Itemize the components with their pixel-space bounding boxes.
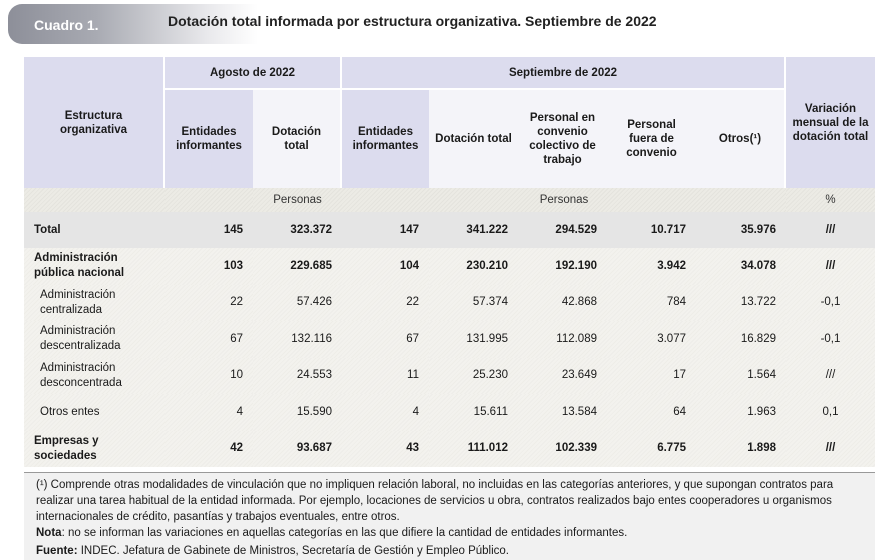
table-cell: 42.868 bbox=[518, 284, 607, 321]
table-cell: 112.089 bbox=[518, 321, 607, 358]
table-row: Administración centralizada 22 57.426 22 57.… bbox=[24, 284, 875, 321]
row-label: Empresas y sociedades bbox=[24, 430, 165, 467]
table-cell: 15.611 bbox=[429, 394, 518, 431]
unit-agosto: Personas bbox=[253, 188, 342, 212]
table-cell: /// bbox=[786, 357, 875, 394]
header-sep-entidades: Entidades informantes bbox=[342, 90, 429, 188]
table-cell: 22 bbox=[342, 284, 429, 321]
table-cell: 102.339 bbox=[518, 430, 607, 467]
header-septiembre: Septiembre de 2022 bbox=[342, 57, 786, 90]
table-cell: 4 bbox=[165, 394, 253, 431]
table-row: Empresas y sociedades 42 93.687 43 111.012 10… bbox=[24, 430, 875, 467]
table-row: Administración desconcentrada 10 24.553 11 2… bbox=[24, 357, 875, 394]
table-cell: 1.963 bbox=[696, 394, 786, 431]
table-cell: 17 bbox=[607, 357, 696, 394]
table-cell: 0,1 bbox=[786, 394, 875, 431]
table-cell: 784 bbox=[607, 284, 696, 321]
table-cell: 1.898 bbox=[696, 430, 786, 467]
footnote: (¹) Comprende otras modalidades de vincu… bbox=[36, 479, 834, 523]
data-table: Estructura organizativa Agosto de 2022 S… bbox=[24, 57, 875, 467]
table-cell: 67 bbox=[342, 321, 429, 358]
table-row: Administración descentralizada 67 132.116 6… bbox=[24, 321, 875, 358]
row-label: Otros entes bbox=[24, 394, 165, 431]
table-cell: 22 bbox=[165, 284, 253, 321]
header-sep-convenio: Personal en convenio colectivo de trabaj… bbox=[518, 90, 607, 188]
table-cell: 1.564 bbox=[696, 357, 786, 394]
header-variacion: Variación mensual de la dotación total bbox=[786, 57, 875, 188]
table-cell: 132.116 bbox=[253, 321, 342, 358]
table-row: Administración pública nacional 103 229.68… bbox=[24, 248, 875, 285]
table-cell: 323.372 bbox=[253, 212, 342, 248]
table-cell: 6.775 bbox=[607, 430, 696, 467]
header-sep-otros: Otros(¹) bbox=[696, 90, 786, 188]
fuente-label: Fuente: bbox=[36, 545, 78, 557]
header-agosto: Agosto de 2022 bbox=[165, 57, 342, 90]
notes: (¹) Comprende otras modalidades de vincu… bbox=[24, 472, 875, 560]
table-cell: 192.190 bbox=[518, 248, 607, 285]
table-cell: 93.687 bbox=[253, 430, 342, 467]
table-cell: 16.829 bbox=[696, 321, 786, 358]
fuente: Fuente: INDEC. Jefatura de Gabinete de M… bbox=[24, 543, 875, 559]
table-cell: 67 bbox=[165, 321, 253, 358]
table-cell: 10 bbox=[165, 357, 253, 394]
header-sep-dotacion: Dotación total bbox=[429, 90, 518, 188]
nota-label: Nota bbox=[36, 527, 62, 539]
row-label: Administración descentralizada bbox=[24, 321, 165, 358]
table-cell: 4 bbox=[342, 394, 429, 431]
table-cell: 145 bbox=[165, 212, 253, 248]
table-cell: 15.590 bbox=[253, 394, 342, 431]
table-cell: -0,1 bbox=[786, 284, 875, 321]
table-cell: 23.649 bbox=[518, 357, 607, 394]
table-cell: /// bbox=[786, 212, 875, 248]
header-estructura: Estructura organizativa bbox=[24, 57, 165, 188]
unit-variacion: % bbox=[786, 188, 875, 212]
unit-septiembre: Personas bbox=[342, 188, 786, 212]
row-label: Administración desconcentrada bbox=[24, 357, 165, 394]
table-cell: 25.230 bbox=[429, 357, 518, 394]
table-cell: 294.529 bbox=[518, 212, 607, 248]
table-cell: 42 bbox=[165, 430, 253, 467]
table-cell: 3.942 bbox=[607, 248, 696, 285]
table-number-tab: Cuadro 1. bbox=[8, 4, 258, 44]
table-cell: -0,1 bbox=[786, 321, 875, 358]
table-cell: 57.426 bbox=[253, 284, 342, 321]
table-cell: 13.584 bbox=[518, 394, 607, 431]
table-cell: 103 bbox=[165, 248, 253, 285]
table-cell: 13.722 bbox=[696, 284, 786, 321]
header-agosto-entidades: Entidades informantes bbox=[165, 90, 253, 188]
table-cell: /// bbox=[786, 248, 875, 285]
table-title: Dotación total informada por estructura … bbox=[168, 13, 657, 29]
table-cell: 57.374 bbox=[429, 284, 518, 321]
table-cell: 230.210 bbox=[429, 248, 518, 285]
nota: Nota: no se informan las variaciones en … bbox=[24, 525, 875, 541]
table-cell: 11 bbox=[342, 357, 429, 394]
table-cell: 35.976 bbox=[696, 212, 786, 248]
table-number: Cuadro 1. bbox=[34, 17, 99, 33]
table-row: Otros entes 4 15.590 4 15.611 13.584 64 1.963 0,… bbox=[24, 394, 875, 431]
nota-text: : no se informan las variaciones en aque… bbox=[61, 527, 628, 539]
table-cell: 111.012 bbox=[429, 430, 518, 467]
table-cell: 229.685 bbox=[253, 248, 342, 285]
row-label: Administración pública nacional bbox=[24, 248, 165, 285]
table-cell: 147 bbox=[342, 212, 429, 248]
row-label: Total bbox=[24, 212, 165, 248]
fuente-text: INDEC. Jefatura de Gabinete de Ministros… bbox=[77, 545, 509, 557]
table-cell: 34.078 bbox=[696, 248, 786, 285]
table-cell: 24.553 bbox=[253, 357, 342, 394]
header-agosto-dotacion: Dotación total bbox=[253, 90, 342, 188]
table-cell: 341.222 bbox=[429, 212, 518, 248]
table-cell: 104 bbox=[342, 248, 429, 285]
row-label: Administración centralizada bbox=[24, 284, 165, 321]
table-cell: /// bbox=[786, 430, 875, 467]
table-cell: 10.717 bbox=[607, 212, 696, 248]
table-cell: 3.077 bbox=[607, 321, 696, 358]
table-row: Total 145 323.372 147 341.222 294.529 10.717 35… bbox=[24, 212, 875, 248]
header-sep-fuera: Personal fuera de convenio bbox=[607, 90, 696, 188]
table-cell: 64 bbox=[607, 394, 696, 431]
table-cell: 131.995 bbox=[429, 321, 518, 358]
table-cell: 43 bbox=[342, 430, 429, 467]
